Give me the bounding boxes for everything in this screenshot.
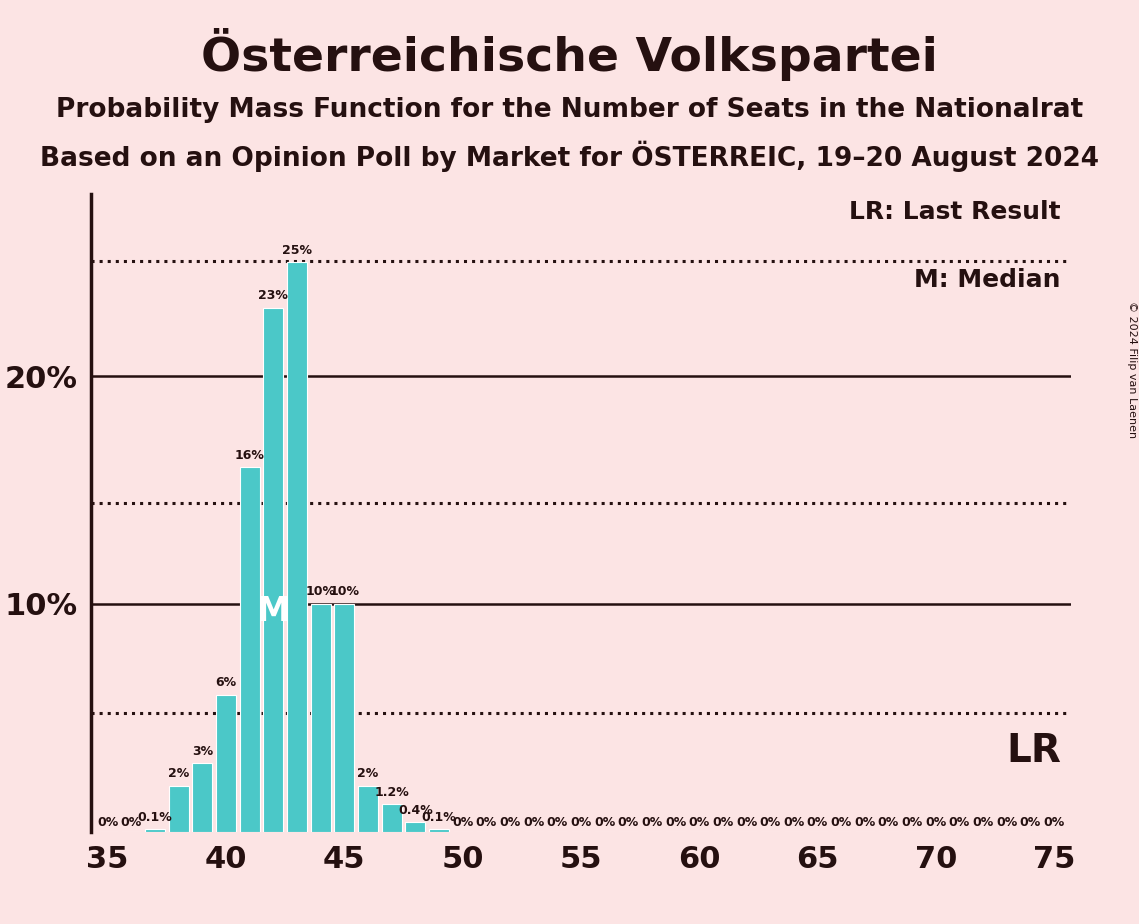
Bar [169, 786, 189, 832]
Text: 25%: 25% [282, 244, 312, 257]
Text: 0%: 0% [949, 816, 970, 830]
Text: 0%: 0% [1019, 816, 1041, 830]
Text: 0%: 0% [121, 816, 142, 830]
Text: M: Median: M: Median [915, 268, 1060, 292]
Text: 2%: 2% [169, 767, 189, 781]
Text: 0%: 0% [830, 816, 852, 830]
Text: 0%: 0% [878, 816, 899, 830]
Text: 0%: 0% [97, 816, 118, 830]
Bar [192, 763, 212, 832]
Bar [216, 695, 236, 832]
Text: 0%: 0% [617, 816, 639, 830]
Text: © 2024 Filip van Laenen: © 2024 Filip van Laenen [1126, 301, 1137, 438]
Text: Probability Mass Function for the Number of Seats in the Nationalrat: Probability Mass Function for the Number… [56, 97, 1083, 123]
Text: 0%: 0% [689, 816, 710, 830]
Text: 0%: 0% [760, 816, 781, 830]
Text: 0%: 0% [641, 816, 663, 830]
Bar [239, 468, 260, 832]
Text: Österreichische Volkspartei: Österreichische Volkspartei [202, 28, 937, 80]
Text: 10%: 10% [305, 585, 336, 598]
Text: 1.2%: 1.2% [375, 785, 409, 798]
Text: 0%: 0% [736, 816, 757, 830]
Text: 0%: 0% [665, 816, 686, 830]
Text: 0%: 0% [499, 816, 521, 830]
Bar [358, 786, 378, 832]
Text: LR: LR [1006, 733, 1060, 771]
Text: 0%: 0% [571, 816, 591, 830]
Text: 6%: 6% [215, 676, 237, 689]
Bar [263, 308, 284, 832]
Text: 0%: 0% [452, 816, 473, 830]
Text: 2%: 2% [358, 767, 378, 781]
Text: 0%: 0% [854, 816, 876, 830]
Text: 0%: 0% [547, 816, 568, 830]
Bar [287, 262, 308, 832]
Text: 0%: 0% [901, 816, 923, 830]
Text: M: M [256, 595, 290, 628]
Bar [145, 830, 165, 832]
Text: 0%: 0% [784, 816, 804, 830]
Text: 0%: 0% [997, 816, 1017, 830]
Text: LR: Last Result: LR: Last Result [850, 201, 1060, 225]
Text: 0%: 0% [973, 816, 993, 830]
Text: 3%: 3% [191, 745, 213, 758]
Bar [311, 604, 330, 832]
Text: 0%: 0% [712, 816, 734, 830]
Bar [405, 822, 425, 832]
Text: 23%: 23% [259, 289, 288, 302]
Text: 0.1%: 0.1% [421, 810, 457, 823]
Bar [334, 604, 354, 832]
Text: 0%: 0% [1043, 816, 1065, 830]
Text: 0.4%: 0.4% [398, 804, 433, 817]
Text: 0%: 0% [523, 816, 544, 830]
Text: 0%: 0% [925, 816, 947, 830]
Bar [382, 804, 402, 832]
Text: 0.1%: 0.1% [138, 810, 172, 823]
Bar [429, 830, 449, 832]
Text: 0%: 0% [476, 816, 497, 830]
Text: 0%: 0% [593, 816, 615, 830]
Text: 16%: 16% [235, 448, 264, 462]
Text: 10%: 10% [329, 585, 359, 598]
Text: Based on an Opinion Poll by Market for ÖSTERREIC, 19–20 August 2024: Based on an Opinion Poll by Market for Ö… [40, 140, 1099, 172]
Text: 0%: 0% [806, 816, 828, 830]
